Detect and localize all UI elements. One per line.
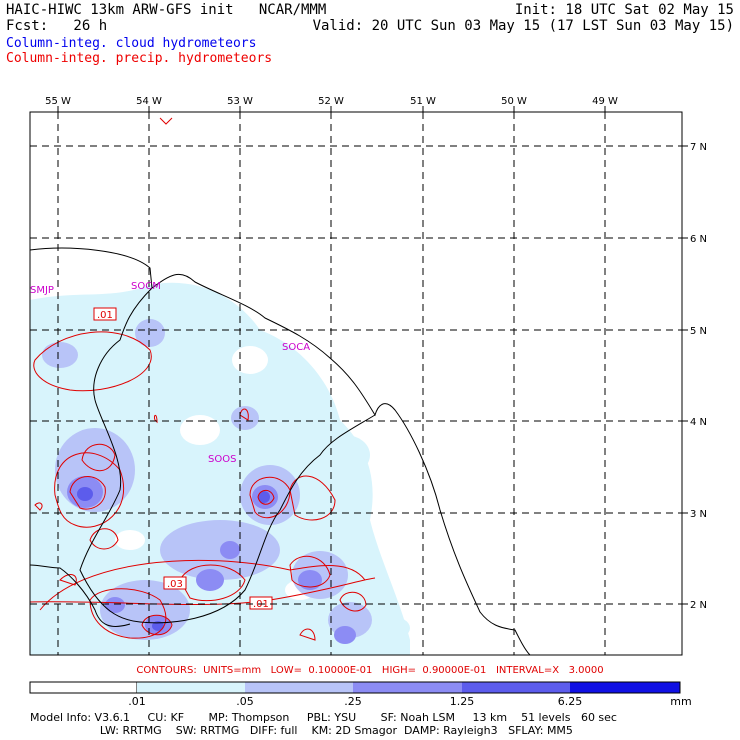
colorbar-label: .01 xyxy=(128,695,146,708)
lon-label: 50 W xyxy=(501,96,527,107)
lat-label: 3 N xyxy=(690,509,707,520)
valid-time: Valid: 20 UTC Sun 03 May 15 (17 LST Sun … xyxy=(312,18,734,34)
lon-label: 52 W xyxy=(318,96,344,107)
contour-label: .01 xyxy=(97,310,113,321)
colorbar-units: mm xyxy=(670,695,692,708)
colorbar xyxy=(29,681,681,694)
colorbar-label: .25 xyxy=(344,695,362,708)
lat-lon-grid xyxy=(30,112,682,655)
model-info-line1: Model Info: V3.6.1 CU: KF MP: Thompson P… xyxy=(30,711,617,724)
station-label: SOOS xyxy=(208,454,236,465)
colorbar-label: .05 xyxy=(236,695,254,708)
legend-precip: Column-integ. precip. hydrometeors xyxy=(6,51,273,66)
axis-ticks xyxy=(57,106,688,605)
cloud-fill-layer xyxy=(30,282,410,655)
lon-label: 49 W xyxy=(592,96,618,107)
station-label: SOCM xyxy=(131,281,161,292)
lon-label: 51 W xyxy=(410,96,436,107)
model-info-line2: LW: RRTMG SW: RRTMG DIFF: full KM: 2D Sm… xyxy=(30,724,573,737)
lat-label: 4 N xyxy=(690,417,707,428)
legend-cloud: Column-integ. cloud hydrometeors xyxy=(6,36,257,51)
lat-label: 6 N xyxy=(690,234,707,245)
contour-label: .03 xyxy=(167,579,183,590)
colorbar-label: 6.25 xyxy=(557,695,583,708)
precip-contours xyxy=(30,117,376,641)
lat-label: 5 N xyxy=(690,326,707,337)
forecast-hour: Fcst: 26 h xyxy=(6,18,108,34)
lon-label: 55 W xyxy=(45,96,71,107)
station-label: SMJP xyxy=(30,285,54,296)
contours-info: CONTOURS: UNITS=mm LOW= 0.10000E-01 HIGH… xyxy=(136,665,604,676)
coastline xyxy=(30,247,531,655)
model-title: HAIC-HIWC 13km ARW-GFS init NCAR/MMM xyxy=(6,2,327,18)
map-frame xyxy=(29,111,683,656)
lon-label: 53 W xyxy=(227,96,253,107)
colorbar-label: 1.25 xyxy=(449,695,475,708)
lat-label: 7 N xyxy=(690,142,707,153)
lat-label: 2 N xyxy=(690,600,707,611)
lon-label: 54 W xyxy=(136,96,162,107)
init-time: Init: 18 UTC Sat 02 May 15 xyxy=(514,2,734,18)
station-label: SOCA xyxy=(282,342,310,353)
